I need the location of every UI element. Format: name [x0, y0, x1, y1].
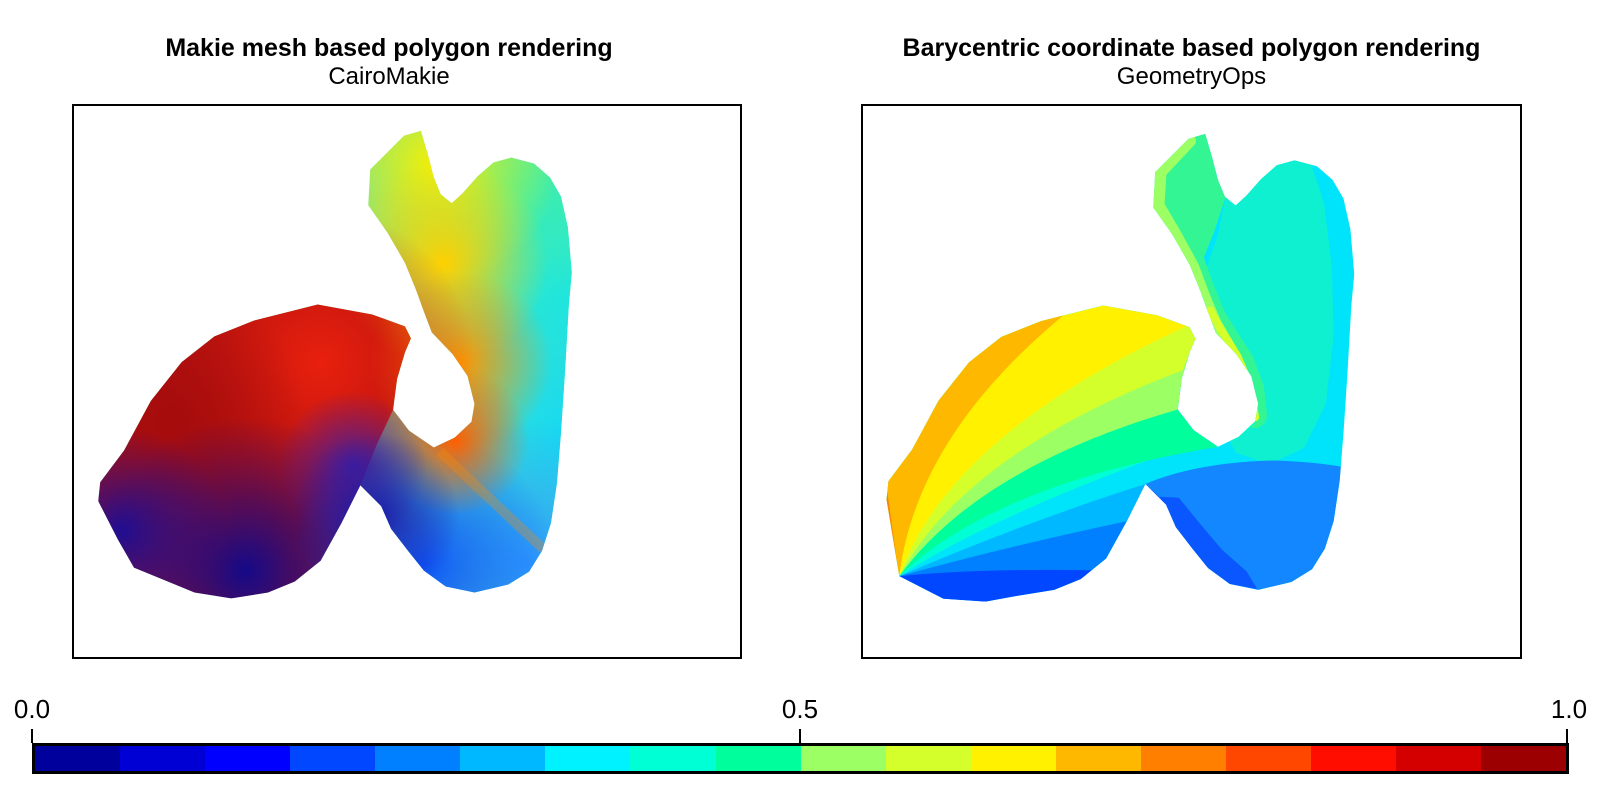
colorbar-segment-9: [800, 746, 886, 771]
left-panel-subtitle: CairoMakie: [328, 63, 450, 90]
mesh-seam-streak: [436, 447, 547, 553]
left-title-block: Makie mesh based polygon rendering Cairo…: [54, 33, 724, 90]
colorbar-segment-16: [1396, 746, 1482, 771]
colorbar-segment-5: [460, 746, 546, 771]
colorbar-label-05: 0.5: [781, 694, 819, 724]
right-polygon-shape: [886, 133, 1355, 602]
colorbar-label-1: 1.0: [1550, 694, 1588, 724]
left-polygon-shape: [98, 130, 572, 599]
colorbar-segment-11: [970, 746, 1056, 771]
left-panel-title: Makie mesh based polygon rendering: [165, 34, 613, 62]
colorbar-segment-8: [715, 746, 801, 771]
colorbar-tick-1: [1566, 729, 1568, 743]
colorbar: [32, 743, 1569, 774]
right-panel-subtitle: GeometryOps: [1116, 63, 1267, 90]
colorbar-segment-17: [1481, 746, 1567, 771]
deepblue-arc: [1160, 496, 1258, 589]
colorbar-segment-7: [630, 746, 716, 771]
colorbar-segment-2: [205, 746, 291, 771]
right-panel-title: Barycentric coordinate based polygon ren…: [902, 34, 1481, 62]
colorbar-segment-6: [545, 746, 631, 771]
fan-band-deepblue: [899, 569, 1094, 602]
colorbar-segment-14: [1225, 746, 1311, 771]
colorbar-segment-13: [1140, 746, 1226, 771]
right-axis-box: [861, 104, 1522, 659]
left-polygon-plot: [98, 130, 572, 599]
colorbar-label-0: 0.0: [13, 694, 51, 724]
colorbar-tick-0: [31, 729, 33, 743]
right-title-block: Barycentric coordinate based polygon ren…: [861, 33, 1522, 90]
colorbar-segment-15: [1310, 746, 1396, 771]
colorbar-segment-1: [120, 746, 206, 771]
blue-bottom-region: [1145, 460, 1350, 590]
colorbar-tick-05: [799, 729, 801, 743]
left-axis-box: [72, 104, 742, 659]
colorbar-segment-10: [885, 746, 971, 771]
colorbar-segment-4: [375, 746, 461, 771]
right-polygon-plot: [886, 133, 1355, 602]
colorbar-segment-3: [290, 746, 376, 771]
fan-band-gold: [886, 308, 1072, 577]
colorbar-segment-0: [35, 746, 121, 771]
colorbar-segment-12: [1055, 746, 1141, 771]
